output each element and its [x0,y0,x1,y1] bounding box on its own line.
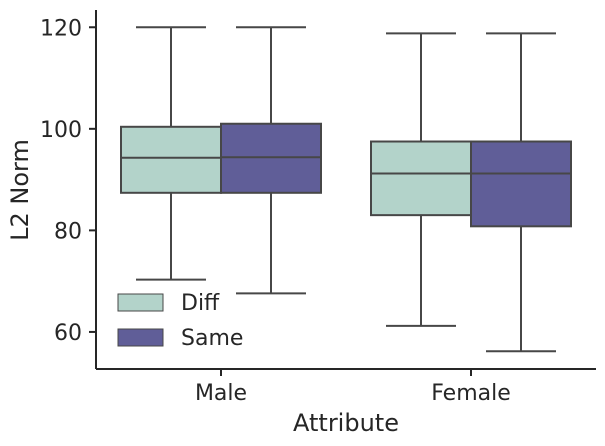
box-same-female [470,32,572,353]
legend-label-diff: Diff [181,291,220,316]
box-rect-diff-female [370,140,472,217]
box-rect-same-female [470,140,572,228]
box-rect-same-male [220,122,322,194]
x-tick-label-female: Female [431,381,511,406]
y-tick-label-80: 80 [54,219,82,244]
legend-swatch-same [117,328,164,347]
y-axis-label: L2 Norm [6,139,34,241]
y-tick-label-100: 100 [40,118,82,143]
x-ticks: Male Female [195,369,511,406]
box-same-male [220,26,322,295]
box-rect-diff-male [120,125,222,194]
boxes [120,26,572,353]
legend: Diff Same [117,291,243,351]
axes [95,10,596,370]
y-tick-label-120: 120 [40,16,82,41]
x-axis-label: Attribute [293,409,399,437]
box-diff-female [370,32,472,327]
y-ticks: 60 80 100 120 [40,16,96,346]
y-tick-label-60: 60 [54,321,82,346]
legend-swatch-diff [117,293,164,312]
box-diff-male [120,26,222,281]
x-tick-label-male: Male [195,381,247,406]
legend-label-same: Same [181,326,243,351]
